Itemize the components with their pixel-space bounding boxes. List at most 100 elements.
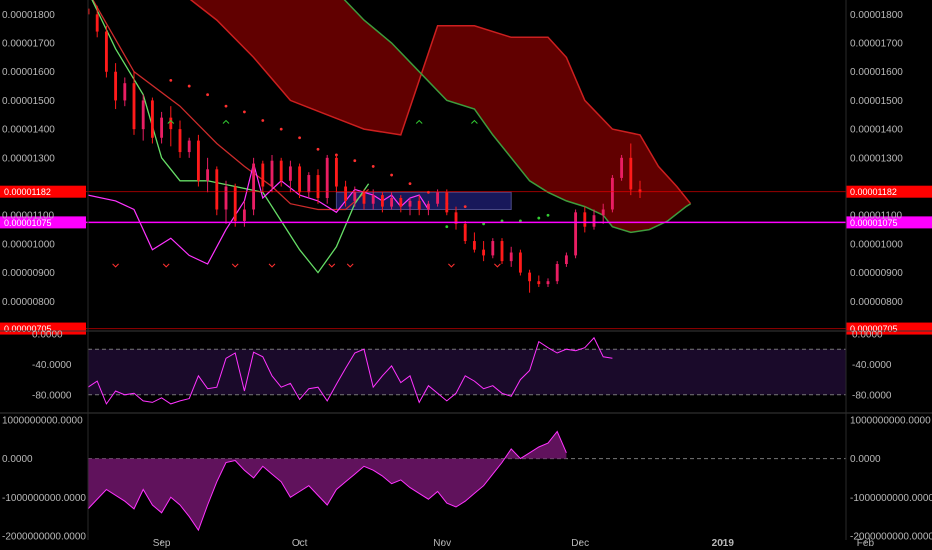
candle-body[interactable] (95, 14, 99, 32)
candle-body[interactable] (638, 189, 642, 193)
price-tag-label: 0.00001182 (4, 187, 51, 197)
oscillator-panel[interactable] (87, 336, 846, 405)
candle-body[interactable] (206, 169, 210, 181)
price-axis-tick-left: 0.00001400 (2, 125, 55, 136)
candle-body[interactable] (518, 252, 522, 273)
candle-body[interactable] (261, 163, 265, 187)
candle-body[interactable] (160, 117, 164, 138)
candle-body[interactable] (482, 249, 486, 256)
sar-dot-red (279, 127, 283, 131)
price-panel[interactable] (87, 0, 692, 293)
candle-body[interactable] (196, 140, 200, 181)
osc-axis-tick-right: 0.0000 (852, 330, 883, 341)
candle-body[interactable] (242, 209, 246, 221)
oscillator-band (88, 349, 846, 395)
candle-body[interactable] (426, 203, 430, 210)
candle-body[interactable] (123, 83, 127, 101)
price-tag-label: 0.00000705 (4, 324, 52, 334)
candle-body[interactable] (601, 209, 605, 216)
price-axis-tick-right: 0.00001800 (850, 10, 903, 21)
candle-body[interactable] (371, 195, 375, 204)
candle-body[interactable] (610, 177, 614, 210)
price-tag-bg (846, 322, 932, 335)
sar-dot-red (371, 165, 375, 168)
candle-body[interactable] (454, 212, 458, 224)
sar-dot-red (298, 136, 301, 140)
candle-body[interactable] (270, 160, 274, 187)
sar-dot-red (390, 173, 393, 177)
candle-body[interactable] (132, 83, 136, 130)
candle-body[interactable] (298, 166, 302, 193)
candle-body[interactable] (417, 200, 421, 210)
candle-body[interactable] (316, 175, 320, 198)
candle-body[interactable] (344, 186, 348, 201)
month-label: Oct (292, 538, 308, 549)
candle-body[interactable] (574, 212, 578, 256)
price-tag-bg (846, 185, 932, 198)
candle-body[interactable] (169, 117, 173, 130)
price-axis-tick-left: 0.00001100 (2, 211, 55, 222)
sar-dot-red (169, 78, 173, 82)
candle-body[interactable] (279, 160, 283, 181)
signal-arrow-down (112, 263, 119, 268)
candle-body[interactable] (491, 241, 495, 256)
oscillator-line (87, 336, 613, 405)
candle-body[interactable] (288, 166, 292, 181)
hist-axis-tick-right: 0.0000 (850, 454, 881, 465)
hist-axis-tick-left: 0.0000 (2, 454, 33, 465)
price-axis-tick-left: 0.00000900 (2, 268, 55, 279)
histogram-panel[interactable] (87, 430, 846, 532)
osc-axis-tick-right: -80.0000 (852, 390, 892, 401)
price-tag-bg (0, 185, 86, 198)
candle-body[interactable] (399, 198, 403, 207)
candle-body[interactable] (150, 100, 154, 138)
candle-body[interactable] (178, 129, 182, 153)
histogram-area (88, 431, 567, 531)
candle-body[interactable] (114, 71, 118, 101)
candle-body[interactable] (592, 215, 596, 227)
candle-body[interactable] (463, 223, 467, 242)
hist-axis-tick-right: -2000000000.0000 (850, 532, 932, 543)
candle-body[interactable] (307, 175, 311, 193)
candle-body[interactable] (141, 100, 145, 130)
candle-body[interactable] (583, 212, 587, 227)
candle-body[interactable] (629, 157, 633, 190)
candle-body[interactable] (436, 192, 440, 204)
candle-body[interactable] (509, 252, 513, 262)
candle-body[interactable] (390, 198, 394, 207)
candle-body[interactable] (233, 186, 237, 221)
hist-axis-tick-right: 1000000000.0000 (850, 415, 931, 426)
candle-body[interactable] (353, 192, 357, 201)
candle-body[interactable] (380, 195, 384, 207)
candle-body[interactable] (620, 157, 624, 178)
sar-dot-red (408, 182, 412, 186)
candle-body[interactable] (500, 241, 504, 262)
cloud-span-red-line (189, 0, 692, 205)
candle-body[interactable] (472, 241, 476, 250)
candle-body[interactable] (528, 272, 532, 282)
price-axis-tick-right: 0.00000800 (850, 297, 903, 308)
candle-body[interactable] (546, 281, 550, 285)
candle-body[interactable] (215, 169, 219, 210)
osc-axis-tick-left: -80.0000 (32, 390, 72, 401)
candle-body[interactable] (187, 140, 191, 153)
candle-body[interactable] (445, 192, 449, 213)
candle-body[interactable] (325, 157, 329, 198)
candle-body[interactable] (224, 186, 228, 210)
candle-body[interactable] (537, 281, 541, 285)
candle-body[interactable] (252, 163, 256, 210)
candle-body[interactable] (408, 200, 412, 207)
candle-body[interactable] (555, 264, 559, 282)
candle-body[interactable] (334, 157, 338, 187)
candle-body[interactable] (362, 192, 366, 204)
signal-arrow-down (231, 263, 239, 268)
candle-body[interactable] (87, 8, 90, 15)
signal-arrow-up (471, 119, 478, 124)
month-label: Dec (571, 538, 589, 549)
hist-axis-tick-left: 1000000000.0000 (2, 415, 83, 426)
candle-body[interactable] (564, 255, 568, 264)
candle-body[interactable] (104, 31, 108, 72)
signal-arrow-down (162, 263, 170, 268)
